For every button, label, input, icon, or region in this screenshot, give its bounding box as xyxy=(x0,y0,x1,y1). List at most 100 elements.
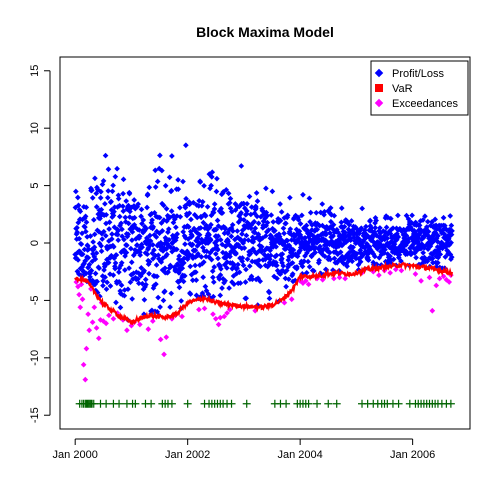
profit-loss-point xyxy=(210,293,217,300)
profit-loss-point xyxy=(434,259,441,266)
profit-loss-point xyxy=(217,237,224,243)
profit-loss-point xyxy=(303,222,310,229)
exceedance-point xyxy=(412,271,419,277)
exceedance-marker xyxy=(147,399,156,408)
profit-loss-point xyxy=(165,226,172,232)
y-tick-label: 15 xyxy=(29,65,41,77)
profit-loss-point xyxy=(208,256,215,263)
exceedance-point xyxy=(106,312,112,319)
profit-loss-point xyxy=(123,198,130,204)
profit-loss-point xyxy=(188,216,194,223)
profit-loss-point xyxy=(267,252,274,259)
profit-loss-point xyxy=(231,281,237,288)
exceedance-point xyxy=(110,315,117,322)
profit-loss-point xyxy=(246,263,253,269)
exceedance-point xyxy=(93,325,100,331)
exceedance-point xyxy=(446,279,453,285)
profit-loss-point xyxy=(243,232,250,239)
profit-loss-point xyxy=(86,261,93,268)
profit-loss-point xyxy=(157,304,163,310)
profit-loss-point xyxy=(193,277,200,283)
legend-marker-profit-loss xyxy=(374,68,384,78)
profit-loss-point xyxy=(181,273,188,279)
profit-loss-point xyxy=(187,291,194,297)
profit-loss-point xyxy=(327,205,334,211)
profit-loss-point xyxy=(167,264,174,270)
profit-loss-point xyxy=(143,281,149,288)
profit-loss-point xyxy=(223,187,230,193)
y-tick-label: 5 xyxy=(29,183,41,189)
profit-loss-point xyxy=(102,200,108,207)
profit-loss-point xyxy=(273,252,280,259)
profit-loss-point xyxy=(283,283,289,290)
profit-loss-point xyxy=(183,195,189,202)
profit-loss-point xyxy=(96,265,102,272)
exceedance-point xyxy=(145,326,152,332)
profit-loss-point xyxy=(182,241,188,247)
profit-loss-point xyxy=(384,235,391,242)
profit-loss-point xyxy=(284,212,291,219)
profit-loss-point xyxy=(149,241,156,248)
exceedance-point xyxy=(103,320,109,327)
profit-loss-point xyxy=(239,255,246,261)
profit-loss-point xyxy=(212,251,219,257)
plot-frame xyxy=(59,56,471,430)
profit-loss-point xyxy=(198,202,205,209)
profit-loss-point xyxy=(230,228,236,234)
profit-loss-point xyxy=(106,226,112,232)
profit-loss-point xyxy=(166,174,173,181)
profit-loss-point xyxy=(194,214,200,221)
profit-loss-point xyxy=(87,233,94,239)
exceedance-point xyxy=(429,307,436,314)
profit-loss-point xyxy=(100,178,107,184)
profit-loss-point xyxy=(249,276,256,283)
exceedance-marker xyxy=(89,399,98,408)
profit-loss-point xyxy=(294,264,300,270)
profit-loss-point xyxy=(120,176,127,183)
profit-loss-point xyxy=(73,188,79,195)
exceedance-point xyxy=(76,291,82,298)
profit-loss-point xyxy=(409,212,415,219)
profit-loss-point xyxy=(306,263,313,270)
profit-loss-point xyxy=(215,255,221,262)
profit-loss-point xyxy=(118,220,124,227)
profit-loss-point xyxy=(422,213,428,220)
exceedance-point xyxy=(418,278,424,284)
profit-loss-point xyxy=(105,259,112,266)
profit-loss-point xyxy=(110,244,117,250)
profit-loss-point xyxy=(109,188,116,195)
profit-loss-point xyxy=(104,194,111,201)
profit-loss-point xyxy=(88,187,95,194)
profit-loss-point xyxy=(208,182,214,189)
profit-loss-point xyxy=(106,219,113,226)
profit-loss-point xyxy=(146,258,153,265)
profit-loss-point xyxy=(338,205,345,211)
profit-loss-point xyxy=(227,195,234,202)
profit-loss-point xyxy=(98,188,104,195)
profit-loss-point xyxy=(136,227,143,233)
profit-loss-point xyxy=(87,274,93,280)
profit-loss-point xyxy=(149,217,155,223)
x-tick-label: Jan 2006 xyxy=(390,449,435,461)
profit-loss-point xyxy=(189,241,196,248)
exceedance-point xyxy=(302,278,309,284)
profit-loss-point xyxy=(347,237,354,244)
profit-loss-point xyxy=(299,263,306,270)
profit-loss-point xyxy=(447,213,454,219)
profit-loss-point xyxy=(211,201,218,207)
profit-loss-point xyxy=(114,231,121,238)
profit-loss-point xyxy=(93,204,100,210)
profit-loss-point xyxy=(143,225,149,232)
y-tick-label: 10 xyxy=(29,122,41,134)
exceedance-point xyxy=(91,304,98,311)
profit-loss-point xyxy=(279,255,285,262)
profit-loss-point xyxy=(244,256,251,263)
profit-loss-point xyxy=(255,220,262,227)
profit-loss-point xyxy=(222,277,228,284)
x-axis: Jan 2000 Jan 2002 Jan 2004 Jan 2006 xyxy=(53,438,435,461)
profit-loss-point xyxy=(190,199,197,206)
profit-loss-point xyxy=(179,265,186,272)
profit-loss-point xyxy=(268,212,275,218)
profit-loss-point xyxy=(177,204,183,211)
profit-loss-point xyxy=(214,246,221,253)
